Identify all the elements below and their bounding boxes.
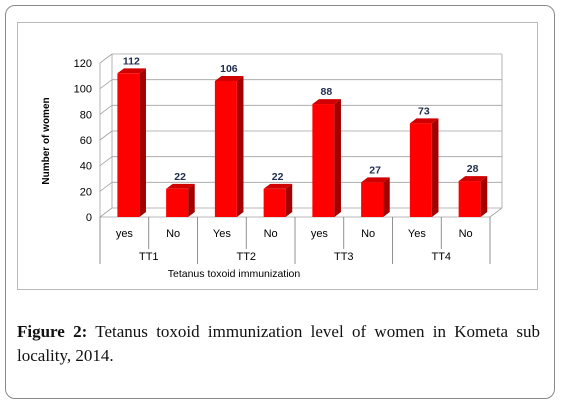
gridline-side: [99, 130, 113, 141]
y-tick-label: 60: [80, 135, 92, 147]
gridline-side: [99, 207, 113, 218]
bar-front: [409, 123, 432, 217]
bar-front: [458, 181, 481, 217]
x-tick-label: yes: [116, 228, 134, 240]
bar-front: [166, 188, 189, 217]
chart-box: 0 20 40 60 80 100 120 yes No Yes No yes No Yes No TT1 TT…: [17, 22, 538, 290]
bars: [117, 68, 488, 217]
data-label: 28: [467, 163, 479, 175]
bar-top: [166, 183, 195, 189]
bar: [166, 183, 195, 217]
gridline-side: [99, 156, 113, 166]
data-label: 27: [369, 164, 381, 176]
y-tick-label: 100: [74, 84, 92, 96]
bar-top: [361, 177, 390, 183]
bar-side: [188, 183, 195, 217]
data-label: 88: [321, 86, 333, 98]
gridline-side: [99, 79, 113, 89]
data-label: 112: [123, 55, 140, 67]
bar-front: [214, 80, 237, 217]
bar-front: [361, 182, 384, 217]
bar-side: [480, 176, 488, 217]
figure-caption: Figure 2: Tetanus toxoid immunization le…: [17, 320, 540, 368]
gridline-side: [99, 105, 113, 115]
x-tick-label: No: [166, 228, 180, 240]
bar-top: [263, 183, 293, 189]
group-label: TT3: [334, 251, 354, 263]
bar-front: [117, 73, 140, 217]
bar-chart: 0 20 40 60 80 100 120 yes No Yes No yes No Yes No TT1 TT…: [41, 53, 503, 280]
bar-side: [431, 118, 439, 217]
grid: [99, 53, 503, 218]
bar-top: [312, 99, 341, 105]
caption-text: Tetanus toxoid immunization level of wom…: [17, 322, 540, 365]
bar-front: [312, 104, 335, 217]
bar-side: [236, 76, 244, 217]
data-labels: 112 22 106 22 88 27 73 28: [123, 55, 479, 183]
caption-label: Figure 2:: [17, 322, 88, 341]
y-tick-label: 40: [80, 161, 92, 173]
x-tick-label: Yes: [408, 228, 426, 240]
x-tick-label: Yes: [213, 228, 231, 240]
x-tick-label: No: [264, 228, 278, 240]
y-tick-label: 120: [74, 58, 92, 70]
y-axis-label: Number of women: [41, 97, 52, 184]
bar: [117, 68, 146, 217]
floor-right: [489, 207, 503, 218]
data-label: 22: [174, 171, 186, 183]
bar-top: [214, 76, 244, 81]
gridline-side: [99, 53, 113, 64]
bar-top: [117, 68, 146, 74]
x-axis-label: Tetanus toxoid immunization: [168, 268, 301, 280]
bar-side: [334, 99, 341, 217]
group-label: TT1: [139, 251, 159, 263]
bar: [458, 176, 488, 217]
bar: [409, 118, 439, 217]
y-tick-label: 80: [80, 109, 92, 121]
data-label: 73: [418, 105, 430, 117]
group-label: TT4: [431, 251, 451, 263]
x-tick-label: No: [361, 228, 375, 240]
bar: [263, 183, 293, 217]
x-tick-label: yes: [311, 228, 329, 240]
bar-side: [383, 177, 390, 217]
bar: [361, 177, 390, 217]
bar-side: [285, 183, 293, 217]
bar-front: [263, 188, 286, 217]
bar-top: [409, 118, 439, 124]
bar-top: [458, 176, 488, 182]
bar-side: [139, 68, 146, 217]
bar: [214, 76, 244, 217]
x-tick-label: No: [459, 228, 473, 240]
y-tick-label: 20: [80, 186, 92, 198]
gridline-side: [99, 182, 113, 192]
y-tick-label: 0: [86, 212, 92, 224]
data-label: 106: [220, 63, 238, 75]
group-label: TT2: [236, 251, 256, 263]
data-label: 22: [272, 171, 284, 183]
bar: [312, 99, 341, 217]
